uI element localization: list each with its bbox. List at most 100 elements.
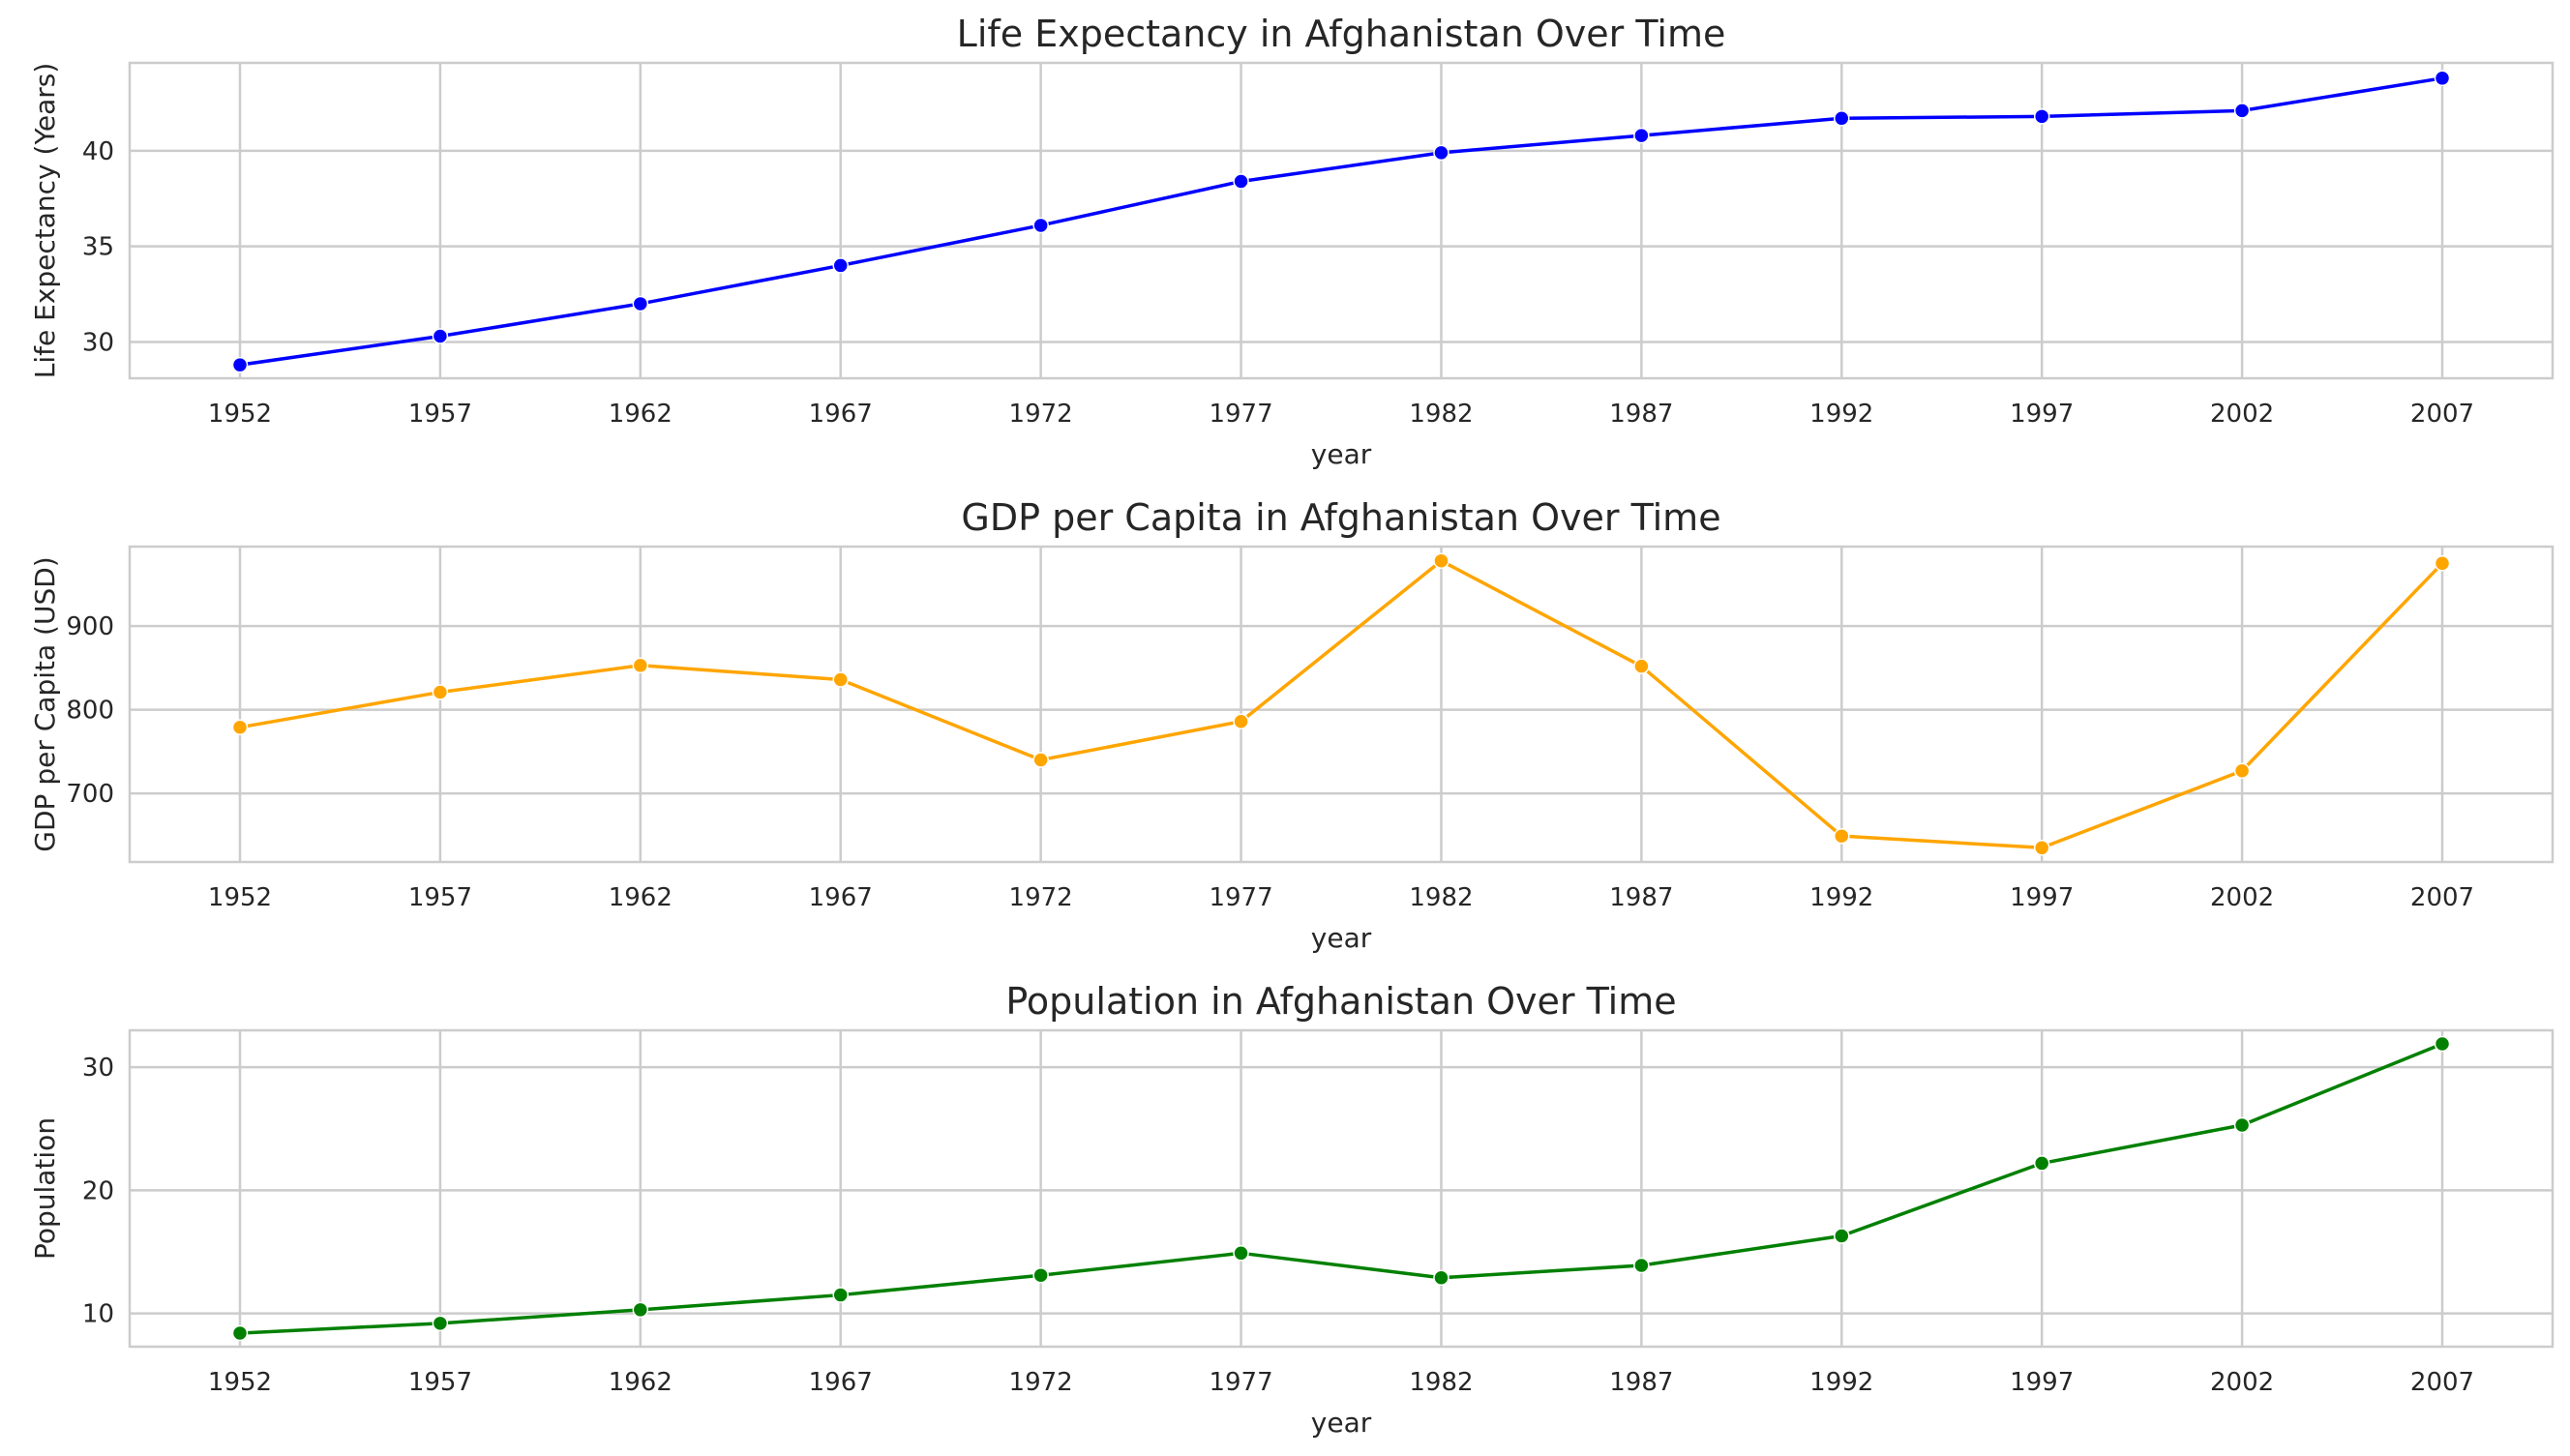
x-tick-label: 1962 [609,400,672,429]
x-tick-label: 1977 [1209,1368,1272,1397]
x-tick-label: 1987 [1609,400,1673,429]
data-point [1834,1228,1850,1244]
x-tick-label: 1962 [609,883,672,912]
x-tick-label: 1992 [1809,1368,1873,1397]
x-tick-label: 1962 [609,1368,672,1397]
y-axis-label: Population [29,1117,61,1260]
y-tick-label: 40 [82,137,114,166]
y-tick-label: 10 [82,1300,114,1329]
y-tick-label: 35 [82,233,114,262]
x-tick-label: 1997 [2010,400,2074,429]
y-tick-label: 900 [66,612,114,641]
data-point [2033,1155,2050,1172]
plot-frame [128,61,2555,380]
x-axis-label: year [1311,922,1372,954]
data-point [832,257,849,274]
x-axis-label: year [1311,438,1372,470]
data-point [632,295,649,312]
data-point [1433,1269,1449,1286]
x-tick-label: 2007 [2410,883,2474,912]
data-point [1633,658,1650,674]
y-axis-label: Life Expectancy (Years) [29,63,61,378]
data-point [231,356,249,373]
data-point [2233,1116,2251,1134]
chart-title: GDP per Capita in Afghanistan Over Time [961,496,1720,539]
data-point [2033,840,2050,856]
x-tick-label: 1957 [408,1368,472,1397]
chart-panel-1: 1952 1957 1962 1967 1972 1977 1982 1987 1992 1997… [29,13,2555,470]
x-tick-label: 1967 [809,400,873,429]
data-point [231,1324,249,1342]
series-line [239,76,2443,367]
x-tick-label: 1972 [1009,1368,1073,1397]
data-point [2434,1035,2451,1053]
x-tick-label: 1982 [1409,400,1473,429]
plot-frame [128,1028,2555,1349]
x-tick-label: 1967 [809,883,873,912]
series-line [239,558,2444,850]
data-point [2434,555,2451,572]
data-point [1032,1266,1049,1284]
y-tick-label: 30 [82,1054,114,1083]
data-point [432,1315,449,1332]
y-tick-label: 700 [66,780,114,809]
data-point [1834,827,1850,845]
y-tick-label: 20 [82,1176,114,1205]
x-tick-label: 1992 [1809,883,1873,912]
chart-panel-3: 1952 1957 1962 1967 1972 1977 1982 1987 1992 1997… [29,980,2555,1439]
data-point [1633,1257,1650,1274]
plot-frame [128,545,2555,864]
data-point [1032,752,1049,768]
data-point [632,657,649,674]
x-tick-label: 2007 [2410,400,2474,429]
x-tick-label: 2002 [2210,883,2274,912]
chart-panel-2: 1952 1957 1962 1967 1972 1977 1982 1987 1992 1997… [29,496,2555,954]
data-point [231,719,249,736]
data-point [432,328,449,344]
x-tick-label: 1987 [1609,1368,1673,1397]
chart-title: Life Expectancy in Afghanistan Over Time [957,13,1726,55]
data-point [1032,217,1049,234]
x-tick-label: 1977 [1209,883,1272,912]
data-point [1433,552,1449,569]
data-point [2033,108,2050,125]
data-point [632,1301,649,1319]
x-tick-label: 2002 [2210,1368,2274,1397]
x-tick-label: 1957 [408,883,472,912]
data-point [432,684,449,700]
x-tick-label: 1952 [208,1368,272,1397]
data-point [1233,713,1249,729]
data-point [1233,173,1249,190]
y-tick-label: 30 [82,328,114,357]
x-tick-label: 1977 [1209,400,1272,429]
x-tick-label: 2002 [2210,400,2274,429]
data-point [1233,1245,1249,1262]
x-tick-label: 1997 [2010,883,2074,912]
series-line [239,1042,2443,1335]
x-tick-label: 1957 [408,400,472,429]
y-tick-label: 800 [66,697,114,726]
x-tick-label: 1967 [809,1368,873,1397]
x-tick-label: 1972 [1009,883,1073,912]
x-tick-label: 2007 [2410,1368,2474,1397]
x-tick-label: 1982 [1409,883,1473,912]
data-point [2233,103,2251,119]
y-axis-label: GDP per Capita (USD) [29,556,61,851]
chart-title: Population in Afghanistan Over Time [1005,980,1676,1023]
data-point [2434,70,2451,87]
x-tick-label: 1952 [208,883,272,912]
data-point [1834,110,1850,127]
data-point [1433,144,1449,162]
x-axis-label: year [1311,1407,1372,1439]
data-point [2233,762,2251,779]
data-point [832,1287,849,1303]
x-tick-label: 1982 [1409,1368,1473,1397]
x-tick-label: 1972 [1009,400,1073,429]
data-point [1633,127,1650,144]
x-tick-label: 1992 [1809,400,1873,429]
x-tick-label: 1997 [2010,1368,2074,1397]
data-point [832,671,849,688]
x-tick-label: 1987 [1609,883,1673,912]
x-tick-label: 1952 [208,400,272,429]
